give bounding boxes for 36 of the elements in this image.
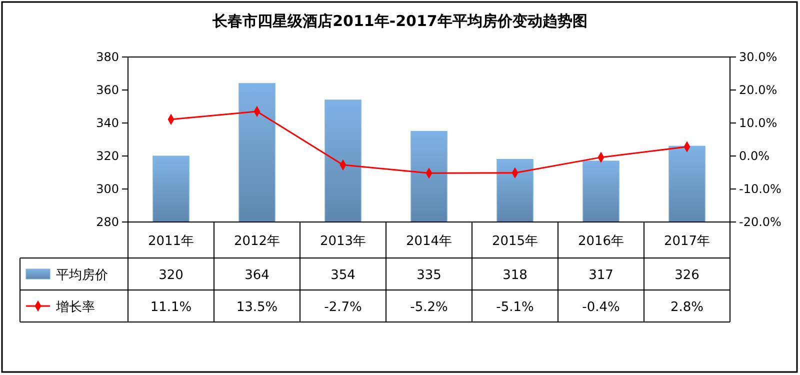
data-label: 335 <box>416 268 442 283</box>
y-tick-label: 320 <box>96 148 119 163</box>
y-tick-label: 380 <box>96 50 119 64</box>
y2-tick-label: 30.0% <box>739 50 778 64</box>
data-label: 317 <box>588 268 614 283</box>
y2-tick-label: 10.0% <box>739 116 778 130</box>
data-label: -5.1% <box>496 300 534 315</box>
x-tick-label: 2017年 <box>664 234 710 249</box>
data-label: 13.5% <box>236 300 278 315</box>
data-label: 354 <box>330 268 356 283</box>
y2-tick-label: 20.0% <box>739 82 778 97</box>
x-tick-label: 2014年 <box>406 234 452 249</box>
y-tick-label: 340 <box>96 116 119 130</box>
x-tick-label: 2012年 <box>234 234 280 249</box>
data-label: 11.1% <box>150 300 192 315</box>
x-tick-label: 2016年 <box>578 234 624 249</box>
y-tick-label: 360 <box>96 82 119 97</box>
data-label: 320 <box>158 268 184 283</box>
data-label: 364 <box>244 268 270 283</box>
y2-tick-label: -20.0% <box>739 214 782 229</box>
y-tick-label: 300 <box>96 182 119 196</box>
y2-tick-label: 0.0% <box>739 148 770 163</box>
legend-label: 增长率 <box>55 299 95 315</box>
y2-tick-label: -10.0% <box>739 182 782 196</box>
y-tick-label: 280 <box>96 214 119 229</box>
legend-label: 平均房价 <box>56 267 108 283</box>
data-label: 326 <box>674 268 700 283</box>
data-label: -5.2% <box>410 300 448 315</box>
x-tick-label: 2015年 <box>492 234 538 249</box>
data-label: 2.8% <box>670 300 704 315</box>
x-tick-label: 2011年 <box>148 234 194 249</box>
data-label: -2.7% <box>324 300 362 315</box>
data-label: -0.4% <box>582 300 620 315</box>
data-label: 318 <box>502 268 528 283</box>
x-tick-label: 2013年 <box>320 234 366 249</box>
chart-title: 长春市四星级酒店2011年-2017年平均房价变动趋势图 <box>212 12 588 30</box>
